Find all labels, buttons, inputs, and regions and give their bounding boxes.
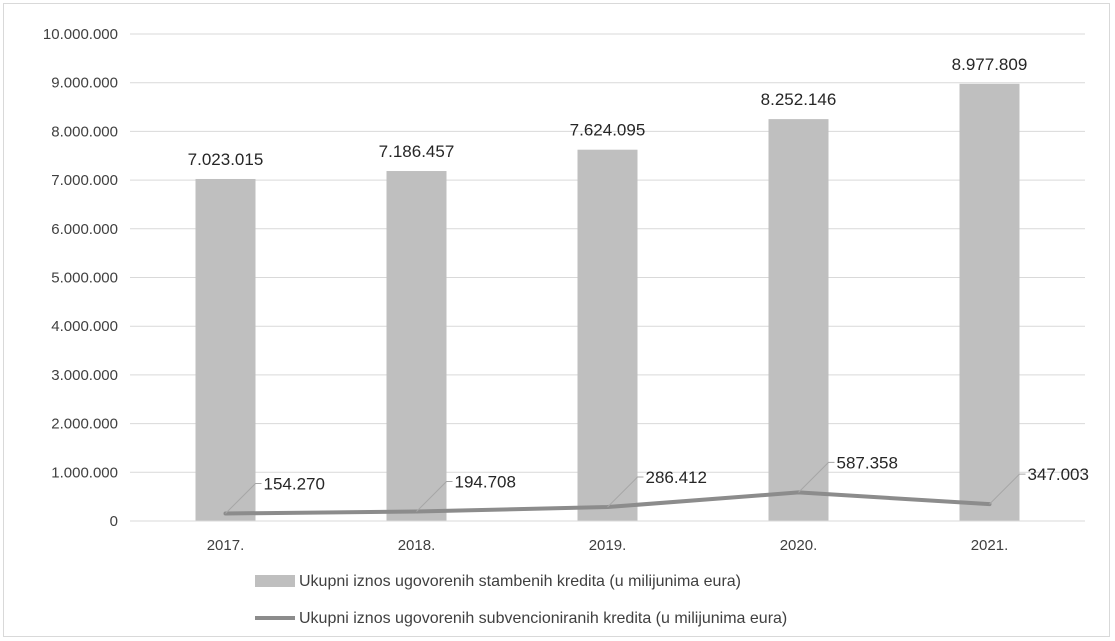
bar-data-label: 7.624.095 (570, 121, 646, 140)
y-tick-label: 4.000.000 (51, 318, 118, 335)
y-tick-label: 2.000.000 (51, 416, 118, 433)
bar-series (195, 83, 1020, 522)
line-data-label: 286.412 (646, 468, 707, 487)
line-data-label: 587.358 (837, 453, 898, 472)
y-tick-label: 8.000.000 (51, 123, 118, 140)
bar-data-label: 7.186.457 (379, 142, 455, 161)
legend-label-line: Ukupni iznos ugovorenih subvencioniranih… (299, 610, 787, 627)
y-tick-label: 1.000.000 (51, 464, 118, 481)
bar-data-label: 8.252.146 (761, 90, 837, 109)
bar (959, 83, 1020, 521)
bar (577, 149, 638, 521)
bar (386, 171, 447, 522)
chart-frame (3, 3, 1110, 637)
leader-line (989, 473, 1026, 505)
y-tick-label: 10.000.000 (43, 26, 118, 43)
legend: Ukupni iznos ugovorenih stambenih kredit… (255, 573, 787, 627)
legend-swatch-bar (255, 575, 295, 587)
line-data-label: 154.270 (264, 474, 325, 493)
data-labels: 7.023.015 7.186.457 7.624.095 8.252.146 8.97… (188, 55, 1089, 514)
line-data-label: 194.708 (455, 473, 516, 492)
leader-line (798, 461, 835, 493)
bar (768, 119, 829, 522)
leader-line (225, 482, 262, 514)
legend-label-bar: Ukupni iznos ugovorenih stambenih kredit… (299, 573, 741, 590)
y-tick-label: 7.000.000 (51, 172, 118, 189)
x-tick-label: 2021. (971, 537, 1009, 554)
y-axis: 0 1.000.000 2.000.000 3.000.000 4.000.000 5.0… (43, 26, 118, 530)
leader-line (416, 481, 453, 512)
bar-data-label: 8.977.809 (952, 55, 1028, 74)
x-axis: 2017. 2018. 2019. 2020. 2021. (130, 520, 1085, 554)
line-data-label: 347.003 (1028, 465, 1089, 484)
leader-line (607, 476, 644, 508)
bar-data-label: 7.023.015 (188, 150, 264, 169)
y-tick-label: 5.000.000 (51, 270, 118, 287)
x-tick-label: 2017. (207, 537, 245, 554)
x-tick-label: 2018. (398, 537, 436, 554)
y-tick-label: 9.000.000 (51, 75, 118, 92)
gridlines (130, 33, 1085, 473)
y-tick-label: 3.000.000 (51, 367, 118, 384)
x-tick-label: 2020. (780, 537, 818, 554)
y-tick-label: 0 (110, 513, 118, 530)
y-tick-label: 6.000.000 (51, 221, 118, 238)
bar (195, 178, 256, 521)
x-tick-label: 2019. (589, 537, 627, 554)
